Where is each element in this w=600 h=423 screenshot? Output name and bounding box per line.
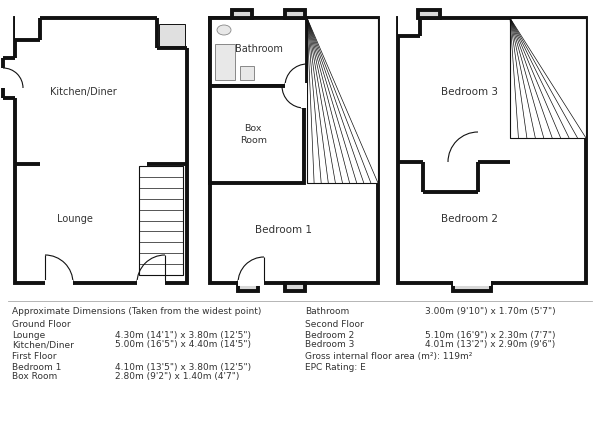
Text: Bedroom 2: Bedroom 2 xyxy=(305,331,354,340)
Bar xyxy=(285,283,305,291)
Bar xyxy=(285,10,305,18)
Text: Lounge: Lounge xyxy=(12,331,45,340)
Text: Second Floor: Second Floor xyxy=(305,320,364,329)
Bar xyxy=(210,18,378,283)
Text: 4.01m (13'2") x 2.90m (9'6"): 4.01m (13'2") x 2.90m (9'6") xyxy=(425,340,555,349)
Bar xyxy=(398,16,420,36)
Bar xyxy=(139,166,183,275)
Bar xyxy=(210,86,304,183)
Bar xyxy=(307,18,378,183)
Bar xyxy=(240,66,254,80)
Text: Ground Floor: Ground Floor xyxy=(12,320,71,329)
Bar xyxy=(418,10,440,18)
Bar xyxy=(3,58,17,98)
Text: Bathroom: Bathroom xyxy=(235,44,283,54)
Text: Gross internal floor area (m²): 119m²: Gross internal floor area (m²): 119m² xyxy=(305,352,472,361)
Text: Bedroom 2: Bedroom 2 xyxy=(441,214,498,224)
Bar xyxy=(210,18,307,86)
Text: 5.10m (16'9") x 2.30m (7'7"): 5.10m (16'9") x 2.30m (7'7") xyxy=(425,331,556,340)
Text: Box Room: Box Room xyxy=(12,372,57,381)
Text: Bedroom 1: Bedroom 1 xyxy=(12,363,61,372)
Text: Bathroom: Bathroom xyxy=(305,307,349,316)
Text: First Floor: First Floor xyxy=(12,352,56,361)
Text: 4.30m (14'1") x 3.80m (12'5"): 4.30m (14'1") x 3.80m (12'5") xyxy=(115,331,251,340)
Bar xyxy=(453,283,491,291)
Bar xyxy=(15,16,40,40)
Bar xyxy=(157,16,189,48)
Text: Bedroom 3: Bedroom 3 xyxy=(305,340,355,349)
Text: 3.00m (9'10") x 1.70m (5'7"): 3.00m (9'10") x 1.70m (5'7") xyxy=(425,307,556,316)
Bar xyxy=(232,10,252,18)
Bar xyxy=(15,18,187,283)
Bar xyxy=(159,24,185,46)
Text: 2.80m (9'2") x 1.40m (4'7"): 2.80m (9'2") x 1.40m (4'7") xyxy=(115,372,239,381)
Text: Box
Room: Box Room xyxy=(240,124,267,145)
Bar xyxy=(15,18,187,283)
Bar xyxy=(398,18,586,283)
Bar xyxy=(215,44,235,80)
Text: Kitchen/Diner: Kitchen/Diner xyxy=(12,340,74,349)
Ellipse shape xyxy=(217,25,231,35)
Bar xyxy=(510,18,586,138)
Text: EPC Rating: E: EPC Rating: E xyxy=(305,363,366,372)
Text: 4.10m (13'5") x 3.80m (12'5"): 4.10m (13'5") x 3.80m (12'5") xyxy=(115,363,251,372)
Text: 5.00m (16'5") x 4.40m (14'5"): 5.00m (16'5") x 4.40m (14'5") xyxy=(115,340,251,349)
Text: Bedroom 3: Bedroom 3 xyxy=(441,87,498,97)
Text: Lounge: Lounge xyxy=(57,214,93,224)
Text: Approximate Dimensions (Taken from the widest point): Approximate Dimensions (Taken from the w… xyxy=(12,307,262,316)
Text: Bedroom 1: Bedroom 1 xyxy=(256,225,313,235)
Bar xyxy=(238,283,258,291)
Text: Kitchen/Diner: Kitchen/Diner xyxy=(50,87,117,97)
